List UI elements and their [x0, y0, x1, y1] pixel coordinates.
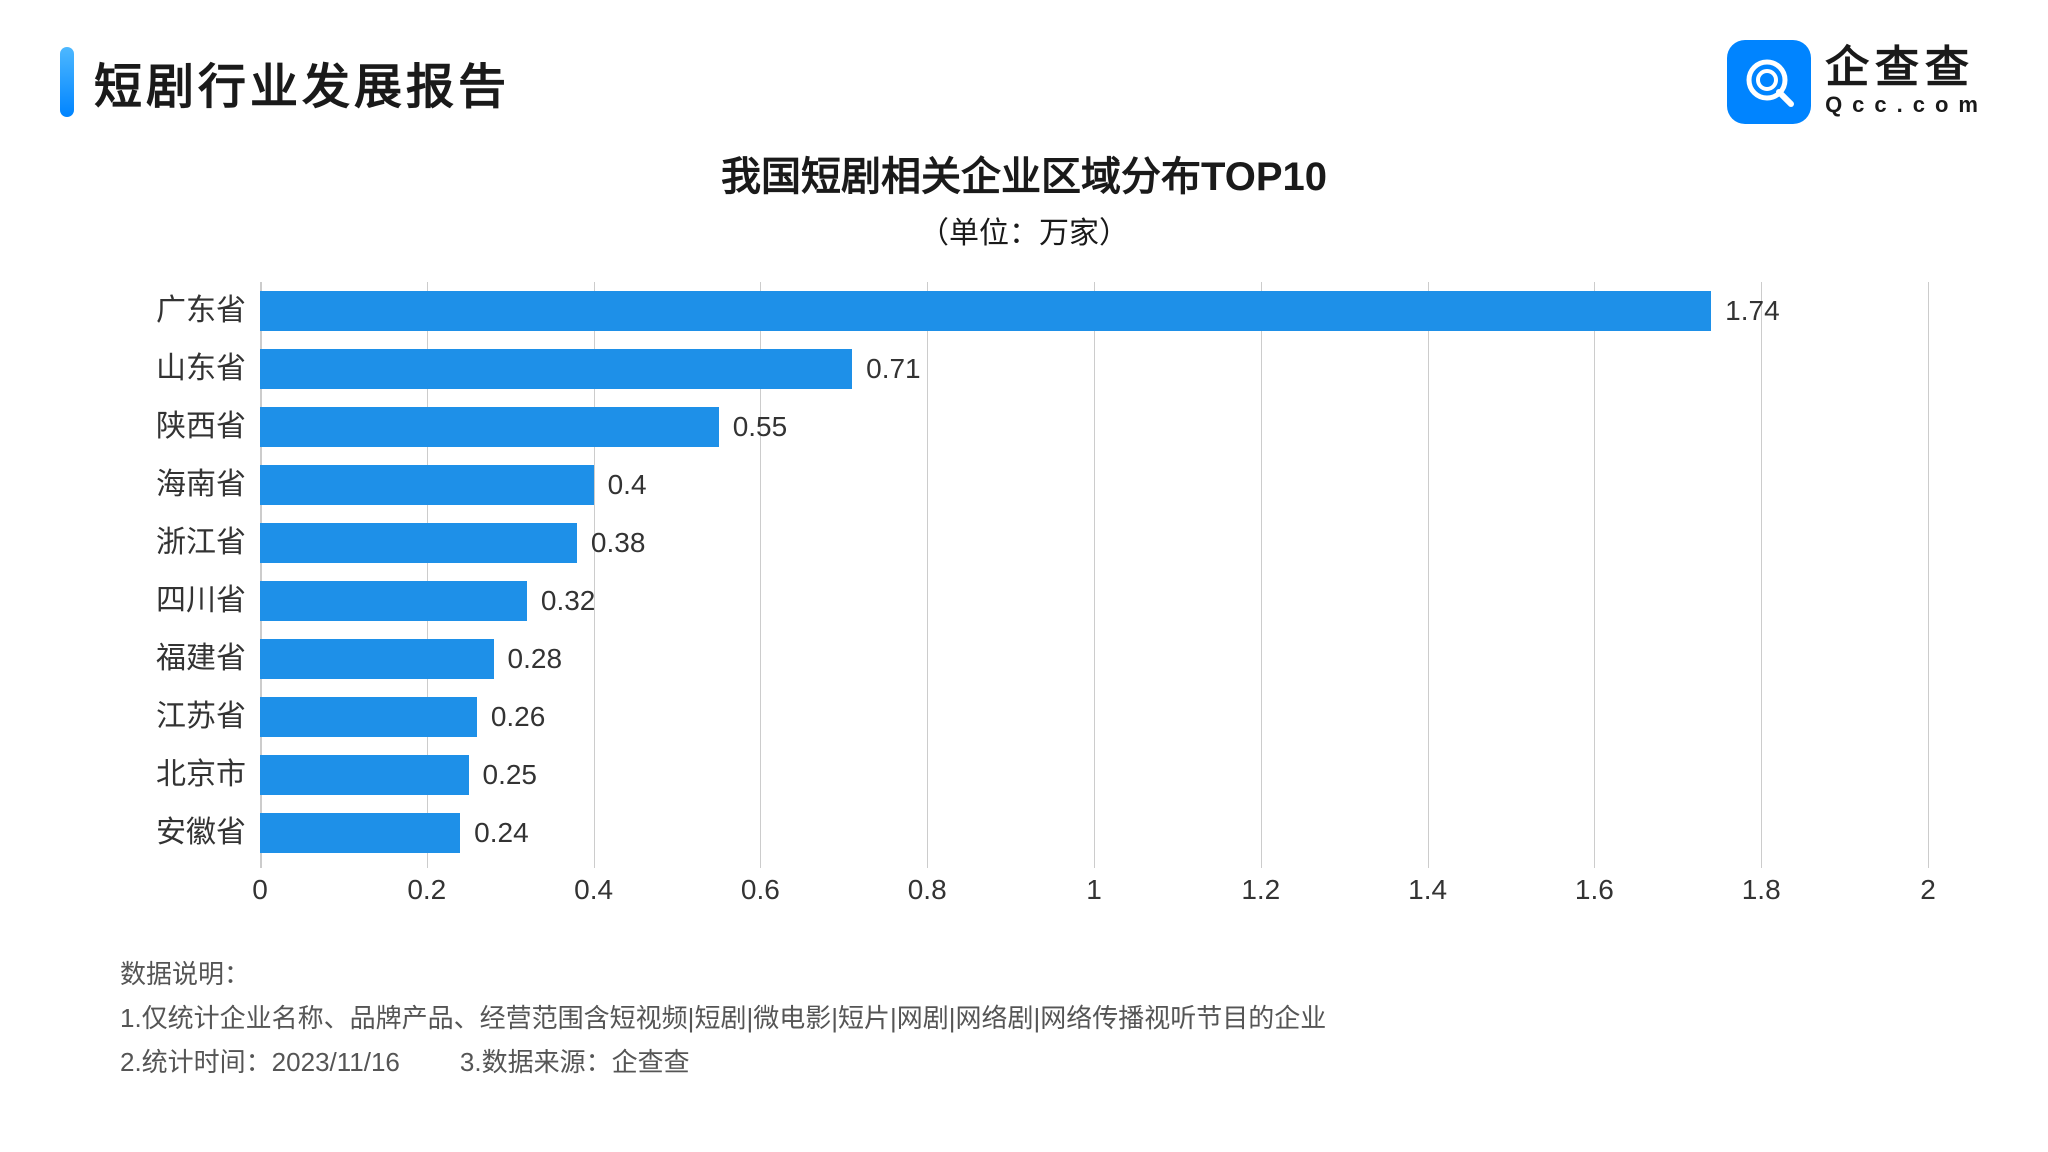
bar	[260, 291, 1711, 331]
y-axis-label: 四川省	[120, 572, 260, 630]
y-axis-label: 福建省	[120, 630, 260, 688]
y-axis-label: 浙江省	[120, 514, 260, 572]
bar-row: 0.55	[260, 398, 1928, 456]
bar	[260, 349, 852, 389]
x-tick-label: 1.8	[1742, 874, 1781, 906]
bar-value-label: 0.24	[474, 817, 529, 849]
bar-row: 0.71	[260, 340, 1928, 398]
x-tick-label: 1.6	[1575, 874, 1614, 906]
y-axis-label: 江苏省	[120, 688, 260, 746]
x-tick-label: 1.2	[1241, 874, 1280, 906]
x-tick-label: 0.8	[908, 874, 947, 906]
bar-row: 0.25	[260, 746, 1928, 804]
y-axis-label: 陕西省	[120, 398, 260, 456]
logo-icon	[1727, 40, 1811, 124]
bar-value-label: 0.38	[591, 527, 646, 559]
footer-notes: 数据说明： 1.仅统计企业名称、品牌产品、经营范围含短视频|短剧|微电影|短片|…	[120, 952, 1988, 1085]
bar-row: 0.32	[260, 572, 1928, 630]
bar	[260, 755, 469, 795]
bar	[260, 407, 719, 447]
footer-heading: 数据说明：	[120, 952, 1988, 996]
header-left: 短剧行业发展报告	[60, 47, 510, 117]
footer-note-1: 1.仅统计企业名称、品牌产品、经营范围含短视频|短剧|微电影|短片|网剧|网络剧…	[120, 996, 1988, 1040]
bar-row: 0.38	[260, 514, 1928, 572]
y-axis-labels: 广东省山东省陕西省海南省浙江省四川省福建省江苏省北京市安徽省	[120, 282, 260, 862]
x-tick-label: 0	[252, 874, 268, 906]
bar-row: 0.4	[260, 456, 1928, 514]
footer-note-3: 3.数据来源：企查查	[460, 1040, 690, 1084]
y-axis-label: 海南省	[120, 456, 260, 514]
y-axis-label: 北京市	[120, 746, 260, 804]
bars-container: 1.74 0.71 0.55 0.4 0.38 0.32 0.28 0.26 0.25 0.24	[260, 282, 1928, 862]
bar	[260, 813, 460, 853]
logo-text: 企查查 Qcc.com	[1825, 46, 1988, 118]
bar-value-label: 1.74	[1725, 295, 1780, 327]
x-tick-label: 0.2	[407, 874, 446, 906]
footer-note-2: 2.统计时间：2023/11/16	[120, 1040, 400, 1084]
logo: 企查查 Qcc.com	[1727, 40, 1988, 124]
bar	[260, 581, 527, 621]
bar-value-label: 0.4	[608, 469, 647, 501]
bar-value-label: 0.26	[491, 701, 546, 733]
x-tick-label: 2	[1920, 874, 1936, 906]
x-tick-label: 1	[1086, 874, 1102, 906]
logo-text-main: 企查查	[1825, 46, 1988, 90]
bar-row: 1.74	[260, 282, 1928, 340]
bar-row: 0.28	[260, 630, 1928, 688]
bar	[260, 639, 494, 679]
chart-subtitle: （单位：万家）	[60, 208, 1988, 252]
x-tick-label: 1.4	[1408, 874, 1447, 906]
bar-value-label: 0.55	[733, 411, 788, 443]
bar-value-label: 0.32	[541, 585, 596, 617]
bar-value-label: 0.25	[483, 759, 538, 791]
y-axis-label: 山东省	[120, 340, 260, 398]
gridline	[1928, 282, 1929, 868]
x-tick-label: 0.4	[574, 874, 613, 906]
bar-row: 0.26	[260, 688, 1928, 746]
y-axis-label: 安徽省	[120, 804, 260, 862]
bar-value-label: 0.71	[866, 353, 921, 385]
header: 短剧行业发展报告 企查查 Qcc.com	[60, 40, 1988, 124]
chart-area: 广东省山东省陕西省海南省浙江省四川省福建省江苏省北京市安徽省 00.20.40.…	[120, 282, 1928, 902]
logo-text-sub: Qcc.com	[1825, 92, 1988, 118]
y-axis-label: 广东省	[120, 282, 260, 340]
bar	[260, 465, 594, 505]
chart-title: 我国短剧相关企业区域分布TOP10	[60, 144, 1988, 202]
accent-bar	[60, 47, 74, 117]
bar	[260, 697, 477, 737]
bar	[260, 523, 577, 563]
bar-row: 0.24	[260, 804, 1928, 862]
x-tick-label: 0.6	[741, 874, 780, 906]
chart-plot: 00.20.40.60.811.21.41.61.82 1.740.710.55…	[260, 282, 1928, 902]
bar-value-label: 0.28	[508, 643, 563, 675]
report-title: 短剧行业发展报告	[94, 47, 510, 117]
